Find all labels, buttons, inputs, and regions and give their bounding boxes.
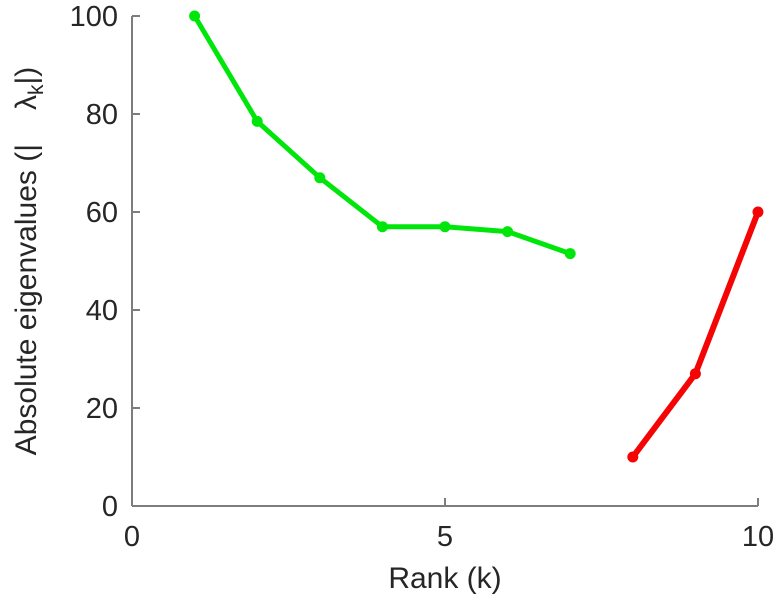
red-eigenvalues-marker [752,206,764,218]
green-eigenvalues-marker [314,172,326,184]
x-tick-label: 10 [742,521,774,553]
green-eigenvalues-marker [564,248,576,260]
green-eigenvalues-line [192,13,573,257]
lambda-symbol: λ [10,94,43,110]
y-tick-label: 100 [70,1,118,33]
y-tick-label: 20 [86,393,118,425]
green-eigenvalues-marker [502,226,514,238]
y-tick-label: 40 [86,295,118,327]
y-tick-label: 60 [86,197,118,229]
green-eigenvalues-marker [439,221,451,233]
y-axis-ticks: 0 20 40 60 80 100 [70,1,140,523]
axes [131,16,758,507]
x-tick-label: 0 [124,521,140,553]
x-axis-label: Rank (k) [388,562,502,595]
x-tick-label: 5 [437,521,453,553]
red-eigenvalues-marker [689,368,701,380]
y-axis-label: Absolute eigenvalues (| λk|) [10,66,48,456]
lambda-subscript: k [25,84,48,95]
y-axis-label-suffix: |) [10,66,43,85]
y-axis-label-prefix: Absolute eigenvalues (| [10,143,43,456]
red-eigenvalues-marker [627,451,639,463]
x-axis-ticks: 0 5 10 [124,498,774,553]
red-eigenvalues-line [629,209,761,460]
y-tick-label: 0 [102,491,118,523]
data-series-group [189,10,764,463]
green-eigenvalues-marker [189,10,201,22]
green-eigenvalues-marker [251,115,263,127]
y-tick-label: 80 [86,99,118,131]
green-eigenvalues-marker [376,221,388,233]
